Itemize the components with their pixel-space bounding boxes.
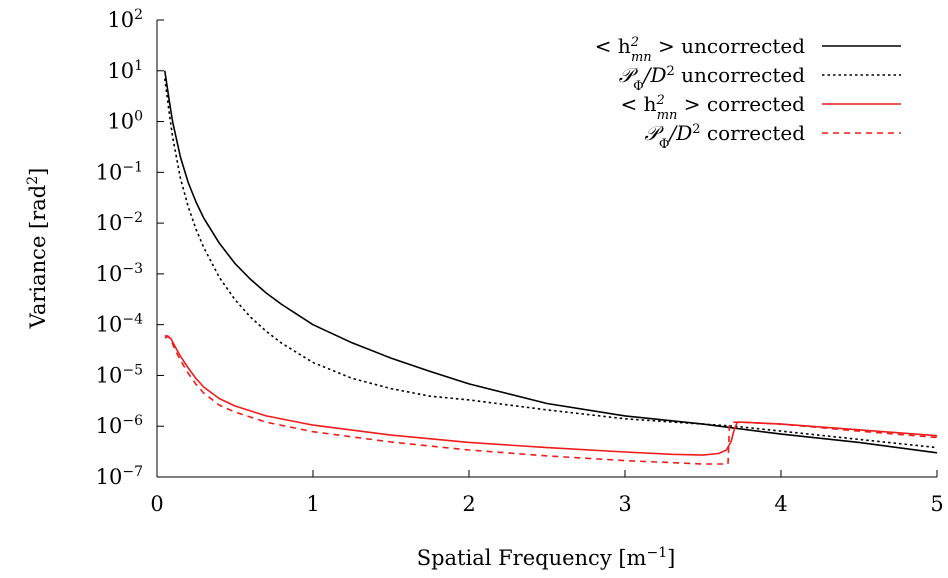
- y-tick-label: 101: [107, 58, 143, 83]
- series-line-1: [164, 70, 938, 454]
- y-axis-label: Variance [rad2]: [25, 168, 50, 330]
- y-tick-label: 10−2: [96, 210, 143, 235]
- x-axis-label: Spatial Frequency [m−1]: [417, 545, 676, 570]
- y-tick-label: 10−7: [96, 464, 143, 489]
- plot-lines: [164, 70, 938, 465]
- x-tick-label: 3: [618, 492, 631, 516]
- x-tick-label: 1: [306, 492, 319, 516]
- y-tick-label: 100: [107, 109, 143, 134]
- axes: [156, 20, 937, 478]
- legend-label-3: < h2 mn > corrected: [620, 92, 805, 123]
- legend-label-4: 𝒫Φ/D2 corrected: [644, 121, 805, 152]
- series-line-3: [164, 335, 938, 456]
- legend-label-1: < h2 mn > uncorrected: [595, 34, 805, 65]
- y-tick-label: 10−1: [96, 159, 143, 184]
- y-tick-label: 10−3: [96, 261, 143, 286]
- y-tick-label: 102: [107, 7, 143, 32]
- series-line-2: [164, 78, 938, 449]
- x-tick-label: 5: [930, 492, 943, 516]
- x-tick-label: 4: [774, 492, 787, 516]
- y-tick-label: 10−6: [96, 413, 143, 438]
- ticks: 0 1 2 3 4 5 102 101 100 10−1 10−2 10−3 10−4 10−5 10−6 1…: [96, 7, 944, 516]
- y-tick-label: 10−5: [96, 362, 143, 387]
- legend-label-2: 𝒫Φ/D2 uncorrected: [619, 63, 806, 94]
- series-line-4: [164, 335, 938, 465]
- x-tick-label: 0: [150, 492, 163, 516]
- x-tick-label: 2: [462, 492, 475, 516]
- y-tick-label: 10−4: [96, 312, 143, 337]
